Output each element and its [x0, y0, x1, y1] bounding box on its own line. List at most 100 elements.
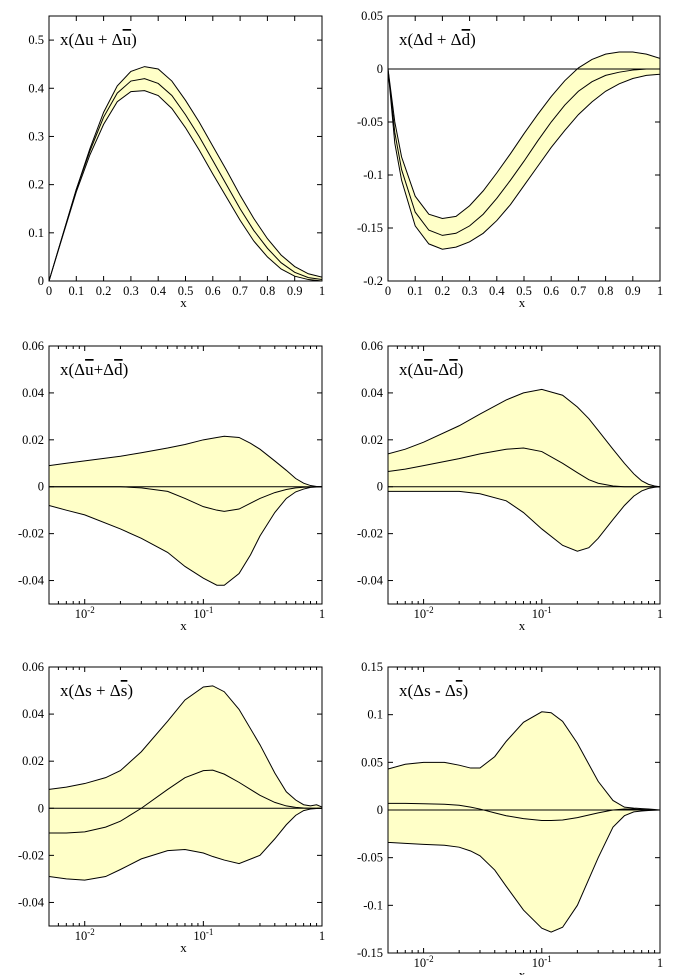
- x-axis-title: x: [519, 295, 526, 310]
- panel-label: x(Δs - Δs): [399, 681, 468, 700]
- y-tick-label: -0.04: [18, 574, 45, 588]
- x-tick-label: 0.7: [571, 284, 587, 298]
- y-tick-label: 0.4: [28, 81, 44, 95]
- x-axis-title: x: [180, 295, 187, 310]
- x-tick-label: 0.8: [260, 284, 276, 298]
- x-tick-label: 1: [657, 956, 663, 970]
- y-tick-label: 0.04: [22, 707, 45, 721]
- central-curve: [49, 769, 322, 834]
- panel-dubar-plus-ddbar: -0.04 -0.02 0 0.02 0.04 0.06 10-2 10-1 1 x x(Δu+Δd…: [18, 339, 325, 633]
- plot-frame: [48, 345, 323, 605]
- y-tick-label: -0.04: [18, 895, 45, 909]
- y-tick-label: 0: [377, 803, 383, 817]
- y-tick-label: 0.02: [22, 433, 44, 447]
- y-tick-label: -0.1: [363, 898, 383, 912]
- y-tick-label: 0.2: [28, 178, 44, 192]
- central-curve: [49, 78, 322, 281]
- x-tick-label: 10-2: [414, 954, 434, 970]
- x-tick-label: 0.9: [287, 284, 303, 298]
- x-tick-label: 0.9: [625, 284, 641, 298]
- x-tick-label: 0.8: [598, 284, 614, 298]
- x-axis-title: x: [519, 618, 526, 633]
- x-tick-label: 1: [319, 284, 325, 298]
- error-band: [388, 711, 660, 933]
- plot-frame: [387, 345, 661, 605]
- x-tick-label: 10-2: [75, 927, 95, 943]
- y-tick-label: 0.1: [28, 226, 44, 240]
- panel-ds-minus-dsbar: -0.15 -0.1 -0.05 0 0.05 0.1 0.15 10-2 10-1 1 x x(Δs…: [357, 660, 663, 975]
- x-tick-label: 1: [657, 607, 663, 621]
- x-tick-label: 0.6: [543, 284, 559, 298]
- x-axis-title: x: [180, 618, 187, 633]
- y-tick-label: -0.04: [357, 574, 384, 588]
- panel-dubar-minus-ddbar: -0.04 -0.02 0 0.02 0.04 0.06 10-2 10-1 1 x x(Δu-Δd…: [357, 339, 663, 633]
- y-tick-label: 0.04: [361, 386, 384, 400]
- x-tick-label: 10-1: [532, 954, 552, 970]
- error-band: [388, 51, 660, 250]
- x-tick-label: 0: [46, 284, 52, 298]
- y-tick-label: -0.1: [363, 168, 383, 182]
- panel-ds-plus-dsbar: -0.04 -0.02 0 0.02 0.04 0.06 10-2 10-1 1 x x(Δs + …: [18, 660, 325, 955]
- panel-du-plus-dubar: 0 0.1 0.2 0.3 0.4 0.5 0 0.1 0.2 0.3 0.4 0.5 0.6 0.7 0.…: [28, 15, 325, 310]
- x-tick-label: 10-1: [193, 605, 213, 621]
- y-tick-label: -0.2: [363, 274, 383, 288]
- x-tick-label: 1: [319, 929, 325, 943]
- x-tick-label: 0.7: [232, 284, 248, 298]
- x-tick-label: 0.6: [205, 284, 221, 298]
- y-tick-label: -0.02: [18, 848, 44, 862]
- y-tick-label: -0.05: [357, 115, 383, 129]
- y-tick-label: 0: [377, 480, 383, 494]
- y-tick-label: 0.05: [361, 755, 383, 769]
- panel-dd-plus-ddbar: -0.2 -0.15 -0.1 -0.05 0 0.05 0 0.1 0.2 0.3 0.4 0.5 0…: [357, 9, 663, 310]
- error-band: [388, 388, 660, 552]
- x-tick-label: 0.1: [407, 284, 423, 298]
- error-band: [49, 435, 322, 586]
- x-tick-label: 0.3: [123, 284, 139, 298]
- x-tick-label: 10-1: [193, 927, 213, 943]
- panel-label: x(Δu+Δd): [60, 360, 128, 379]
- y-tick-label: 0.06: [361, 339, 383, 353]
- y-tick-label: 0.02: [361, 433, 383, 447]
- x-axis-title: x: [180, 940, 187, 955]
- y-tick-label: 0.3: [28, 129, 44, 143]
- panel-label: x(Δs + Δs): [60, 681, 133, 700]
- y-tick-label: 0.04: [22, 386, 45, 400]
- x-tick-label: 0.5: [516, 284, 532, 298]
- x-tick-label: 0.4: [489, 284, 505, 298]
- y-tick-label: -0.02: [18, 527, 44, 541]
- central-curve: [49, 486, 322, 512]
- y-tick-label: -0.15: [357, 221, 383, 235]
- y-tick-label: 0.1: [367, 708, 383, 722]
- x-tick-label: 1: [319, 607, 325, 621]
- panel-label: x(Δd + Δd): [399, 30, 476, 49]
- error-band: [49, 685, 322, 881]
- y-tick-label: -0.02: [357, 527, 383, 541]
- panel-label: x(Δu-Δd): [399, 360, 463, 379]
- x-tick-label: 0: [385, 284, 391, 298]
- y-tick-label: 0.06: [22, 339, 44, 353]
- central-curve: [388, 68, 660, 236]
- plot-frame: [48, 666, 323, 927]
- x-axis-title: x: [519, 967, 526, 975]
- x-tick-label: 10-1: [532, 605, 552, 621]
- y-tick-label: -0.05: [357, 851, 383, 865]
- y-tick-label: 0: [38, 801, 44, 815]
- y-tick-label: 0.15: [361, 660, 383, 674]
- x-tick-label: 0.4: [150, 284, 166, 298]
- y-tick-label: 0.05: [361, 9, 383, 23]
- error-band: [49, 66, 322, 281]
- x-tick-label: 0.2: [96, 284, 112, 298]
- panel-label: x(Δu + Δu): [60, 30, 137, 49]
- x-tick-label: 10-2: [75, 605, 95, 621]
- y-tick-label: 0: [38, 480, 44, 494]
- y-tick-label: 0.06: [22, 660, 44, 674]
- y-tick-label: 0: [38, 274, 44, 288]
- x-tick-label: 1: [657, 284, 663, 298]
- y-tick-label: 0: [377, 62, 383, 76]
- x-tick-label: 0.5: [178, 284, 194, 298]
- y-tick-label: -0.15: [357, 946, 383, 960]
- y-tick-label: 0.5: [28, 33, 44, 47]
- y-tick-label: 0.02: [22, 754, 44, 768]
- central-curve: [388, 802, 660, 821]
